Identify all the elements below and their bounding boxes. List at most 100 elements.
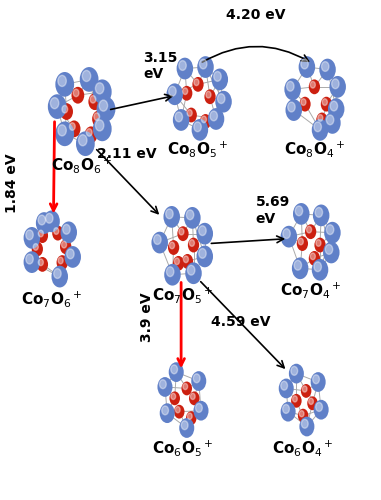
Circle shape (187, 413, 192, 420)
Circle shape (177, 58, 193, 80)
Circle shape (214, 72, 221, 82)
Circle shape (48, 94, 67, 119)
Circle shape (60, 103, 73, 120)
Circle shape (85, 126, 98, 143)
Circle shape (318, 114, 323, 121)
Circle shape (301, 98, 306, 105)
Circle shape (86, 128, 92, 136)
Circle shape (193, 374, 200, 382)
Circle shape (322, 98, 327, 105)
Text: 2.11 eV: 2.11 eV (97, 146, 157, 160)
Circle shape (314, 262, 322, 272)
Circle shape (160, 404, 175, 423)
Circle shape (192, 119, 208, 141)
Circle shape (54, 268, 61, 278)
Circle shape (301, 420, 308, 428)
Circle shape (283, 228, 290, 238)
Circle shape (289, 364, 304, 384)
Circle shape (189, 240, 194, 246)
Circle shape (206, 92, 211, 98)
Circle shape (51, 266, 68, 287)
Circle shape (55, 122, 74, 146)
Circle shape (61, 222, 77, 243)
Text: 4.59 eV: 4.59 eV (211, 314, 271, 328)
Circle shape (186, 210, 194, 220)
Circle shape (285, 99, 302, 121)
Circle shape (80, 67, 99, 92)
Circle shape (187, 266, 195, 275)
Circle shape (181, 86, 192, 101)
Circle shape (182, 88, 188, 94)
Circle shape (169, 86, 176, 96)
Circle shape (327, 225, 334, 234)
Circle shape (186, 108, 197, 122)
Circle shape (93, 80, 112, 104)
Circle shape (281, 226, 297, 248)
Circle shape (97, 96, 115, 122)
Circle shape (327, 115, 334, 125)
Circle shape (163, 206, 180, 228)
Circle shape (195, 404, 202, 412)
Circle shape (314, 122, 322, 132)
Circle shape (324, 112, 341, 134)
Circle shape (218, 94, 225, 104)
Circle shape (307, 226, 312, 233)
Circle shape (299, 96, 311, 112)
Circle shape (166, 209, 173, 218)
Circle shape (73, 89, 79, 96)
Circle shape (55, 72, 74, 96)
Circle shape (299, 416, 314, 436)
Circle shape (283, 404, 290, 413)
Circle shape (314, 238, 326, 252)
Text: 3.9 eV: 3.9 eV (140, 292, 154, 342)
Circle shape (179, 60, 186, 70)
Circle shape (315, 208, 323, 217)
Circle shape (281, 402, 296, 421)
Circle shape (194, 401, 208, 420)
Circle shape (324, 222, 341, 244)
Circle shape (199, 248, 206, 258)
Circle shape (63, 224, 70, 234)
Circle shape (200, 59, 207, 69)
Circle shape (62, 106, 68, 113)
Circle shape (294, 260, 301, 270)
Circle shape (152, 232, 168, 254)
Circle shape (168, 240, 179, 255)
Circle shape (69, 122, 75, 130)
Circle shape (58, 125, 66, 136)
Circle shape (94, 113, 99, 120)
Circle shape (313, 375, 319, 384)
Circle shape (191, 371, 206, 391)
Circle shape (24, 227, 40, 249)
Circle shape (88, 94, 101, 110)
Circle shape (26, 230, 33, 239)
Circle shape (46, 214, 53, 223)
Circle shape (68, 120, 80, 138)
Circle shape (173, 109, 189, 131)
Circle shape (187, 110, 192, 116)
Circle shape (175, 112, 182, 122)
Circle shape (24, 251, 40, 273)
Circle shape (38, 259, 43, 266)
Circle shape (301, 59, 308, 69)
Circle shape (182, 254, 193, 269)
Circle shape (299, 56, 315, 78)
Circle shape (319, 58, 336, 80)
Circle shape (312, 119, 328, 141)
Circle shape (52, 226, 64, 240)
Circle shape (281, 381, 288, 390)
Circle shape (293, 396, 297, 402)
Text: Co$_8$O$_6$$^+$: Co$_8$O$_6$$^+$ (51, 154, 112, 174)
Circle shape (215, 91, 232, 112)
Circle shape (175, 406, 180, 413)
Circle shape (192, 77, 203, 92)
Circle shape (298, 238, 303, 245)
Circle shape (154, 234, 161, 244)
Circle shape (36, 212, 53, 234)
Circle shape (307, 396, 318, 410)
Circle shape (38, 215, 46, 225)
Circle shape (190, 394, 195, 400)
Circle shape (321, 96, 332, 112)
Circle shape (54, 228, 59, 234)
Circle shape (174, 405, 184, 418)
